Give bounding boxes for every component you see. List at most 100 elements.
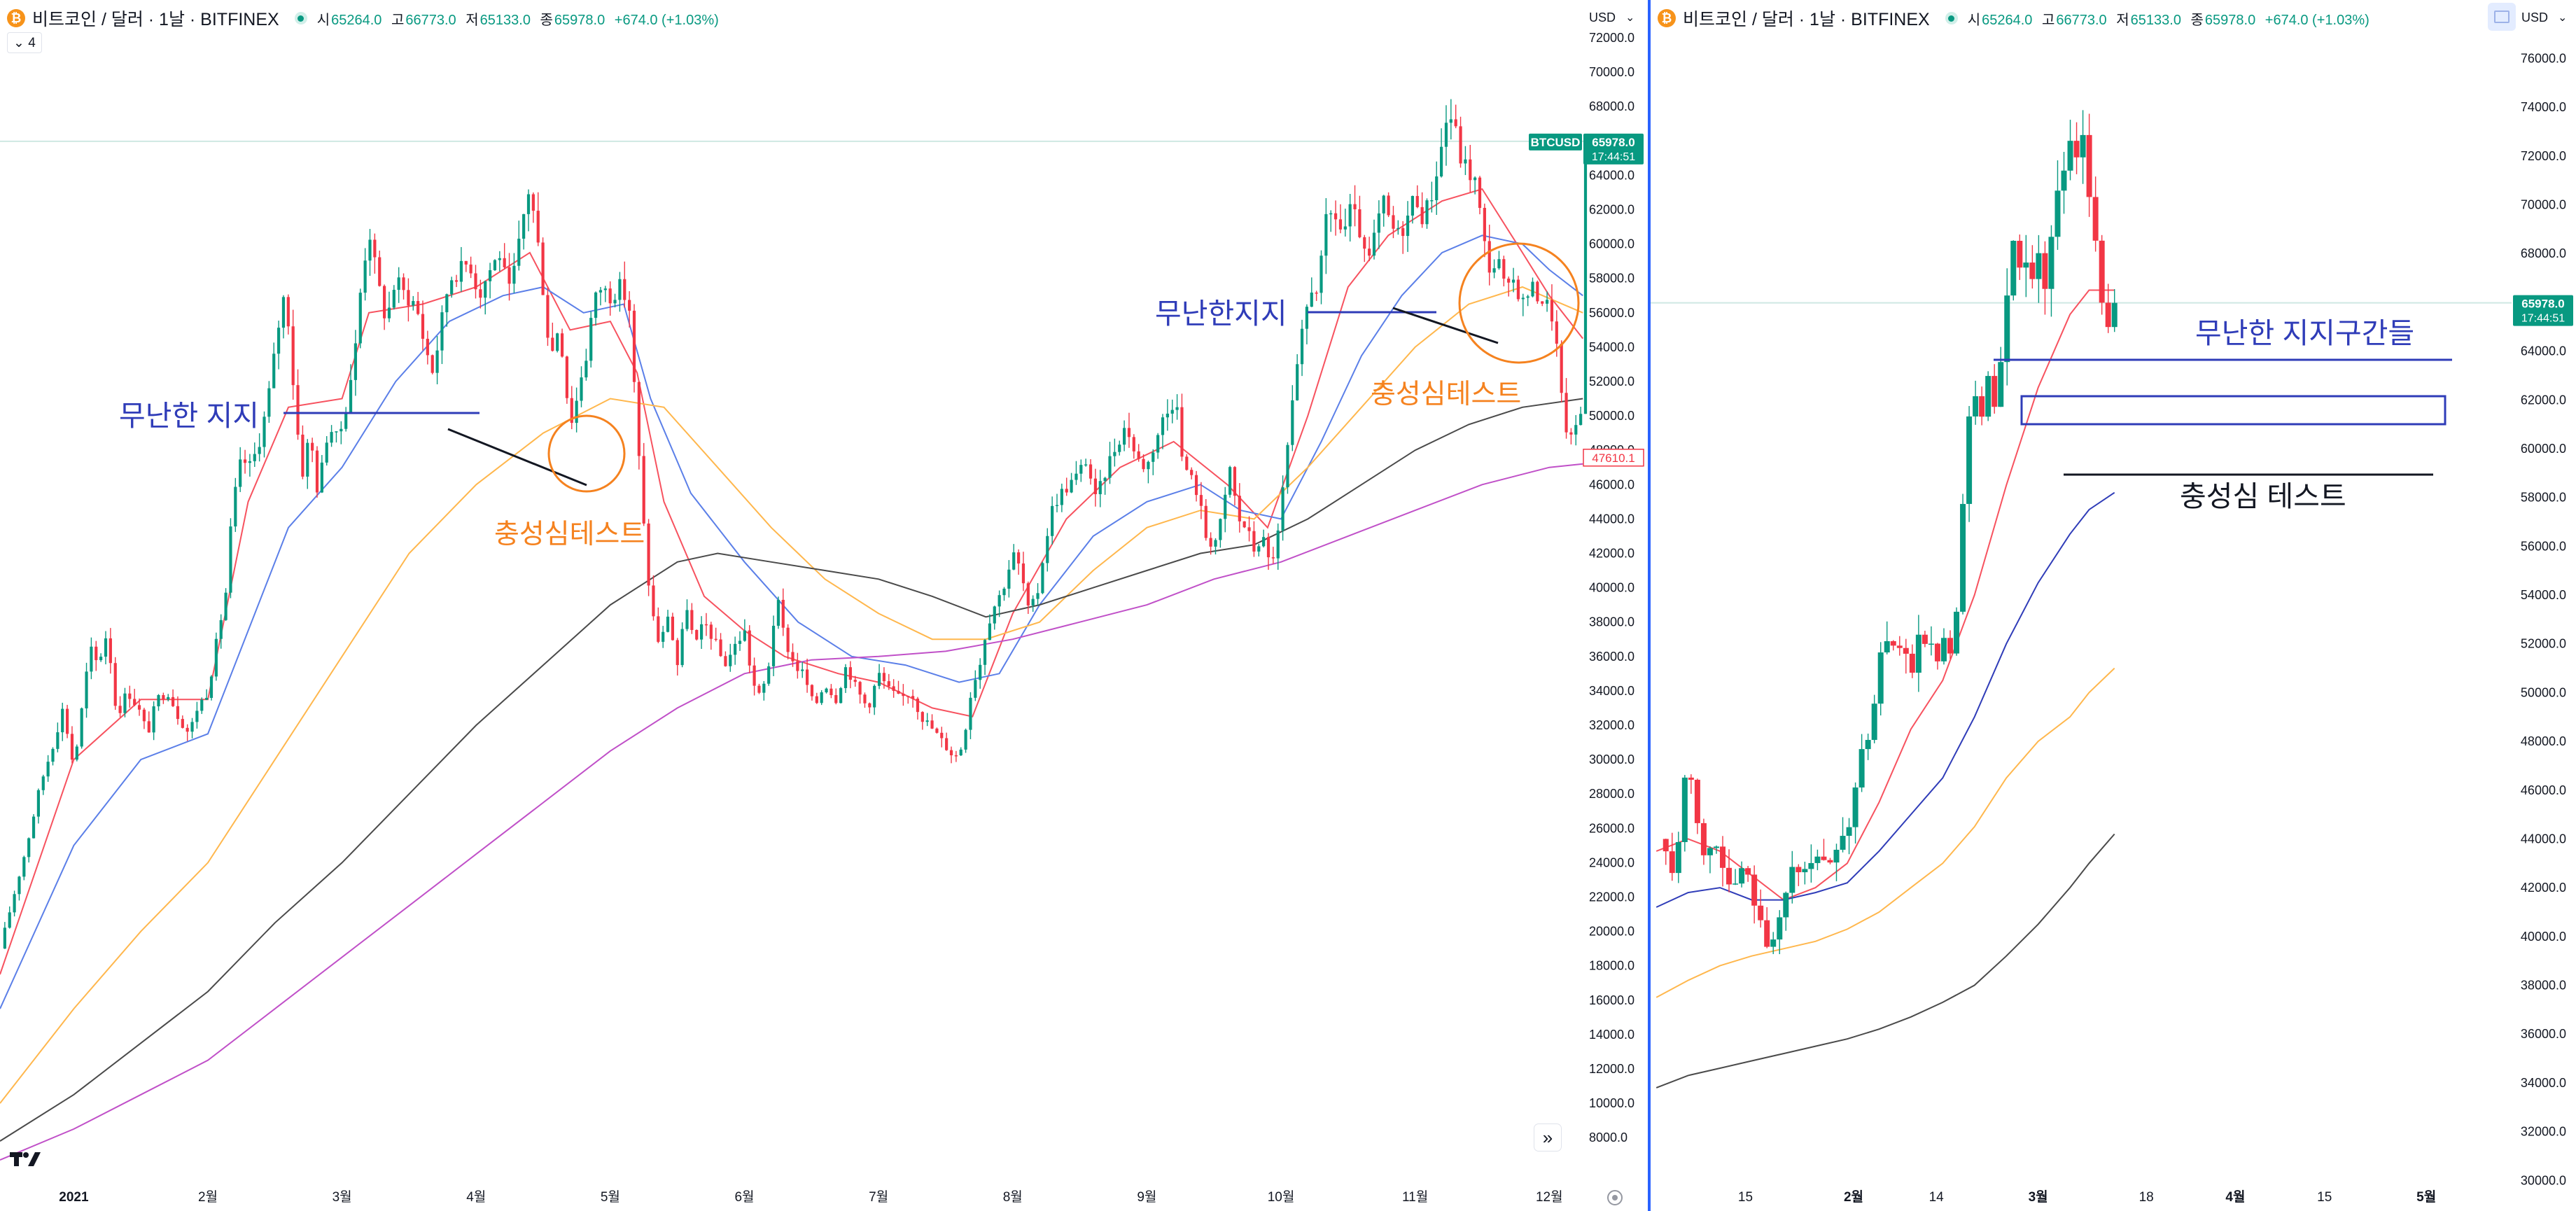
- candle-down: [1488, 241, 1491, 273]
- moving-average-line: [1656, 289, 2115, 901]
- candle-up: [1783, 892, 1789, 918]
- support-annotation: 무난한 지지: [119, 400, 259, 432]
- currency-selector-right[interactable]: USD ⌄: [2521, 10, 2568, 24]
- x-axis-tick-label: 5월: [601, 1189, 620, 1205]
- candle-down: [551, 337, 554, 351]
- candle-up: [729, 654, 732, 666]
- candle-down: [1764, 920, 1770, 947]
- candle-up: [325, 442, 328, 463]
- candle-down: [1088, 464, 1093, 479]
- chart-pane-right[interactable]: 30000.0 32000.0 34000.0 36000.0 38000.0 40000…: [1651, 0, 2576, 1211]
- y-axis-tick-label: 72000.0: [1589, 31, 1634, 45]
- candle-down: [1209, 538, 1212, 547]
- candle-down: [1726, 867, 1732, 885]
- candle-up: [584, 360, 588, 378]
- y-axis-tick-label: 38000.0: [1589, 615, 1634, 629]
- chevron-down-icon: ⌄: [2558, 12, 2568, 24]
- candle-down: [1947, 638, 1954, 654]
- indicators-toggle[interactable]: ⌄ 4: [7, 32, 42, 53]
- moving-average-line: [1656, 667, 2115, 998]
- trend-line: [1392, 307, 1499, 344]
- candle-up: [205, 697, 209, 700]
- candle-up: [974, 680, 977, 698]
- candle-down: [1415, 195, 1419, 207]
- candle-up: [1170, 410, 1174, 414]
- candle-up: [1928, 643, 1934, 645]
- candle-up: [1103, 477, 1107, 482]
- candle-up: [1435, 176, 1438, 201]
- candle-up: [459, 260, 463, 282]
- candle-up: [2048, 237, 2054, 289]
- currency-selector-left[interactable]: USD ⌄: [1589, 10, 1635, 24]
- moving-average-line: [0, 286, 1583, 1104]
- candle-up: [666, 616, 670, 632]
- layout-toggle-button[interactable]: [2488, 3, 2516, 31]
- candle-up: [1583, 141, 1588, 414]
- candle-up: [214, 638, 218, 677]
- candle-up: [1300, 328, 1304, 365]
- symbol-title[interactable]: 비트코인 / 달러 · 1날 · BITFINEX: [1683, 10, 1930, 29]
- y-axis-tick-label: 36000.0: [2521, 1027, 2566, 1041]
- bitcoin-icon: ₿: [1658, 9, 1676, 27]
- y-axis-tick-label: 16000.0: [1589, 993, 1634, 1007]
- candle-up: [392, 290, 396, 308]
- candlestick-chart-right[interactable]: 30000.0 32000.0 34000.0 36000.0 38000.0 40000…: [1651, 0, 2576, 1211]
- scroll-to-realtime-button[interactable]: »: [1534, 1124, 1561, 1151]
- candle-down: [916, 699, 920, 713]
- candle-up: [344, 412, 348, 429]
- x-axis-tick-label: 4월: [466, 1189, 486, 1205]
- candle-up: [387, 307, 391, 318]
- candle-up: [276, 328, 281, 354]
- candle-down: [142, 709, 146, 722]
- candle-down: [1315, 292, 1318, 294]
- candle-up: [248, 461, 252, 463]
- candle-down: [171, 696, 175, 706]
- candle-down: [892, 686, 895, 691]
- candle-up: [1214, 540, 1217, 547]
- symbol-title[interactable]: 비트코인 / 달러 · 1날 · BITFINEX: [32, 10, 279, 29]
- chart-pane-left[interactable]: 8000.0 10000.0 12000.0 14000.0 16000.0 18000.…: [0, 0, 1648, 1211]
- candle-up: [964, 729, 967, 750]
- candle-down: [378, 257, 382, 286]
- candle-down: [1204, 505, 1208, 538]
- market-status-icon: [1945, 12, 1958, 24]
- candle-up: [1286, 444, 1289, 488]
- market-status-icon: [294, 12, 307, 24]
- candle-down: [546, 295, 550, 338]
- candle-down: [657, 616, 660, 642]
- candle-down: [416, 301, 420, 314]
- candle-up: [1310, 292, 1313, 307]
- candle-up: [349, 379, 353, 413]
- candle-up: [603, 288, 607, 290]
- candle-down: [1669, 851, 1675, 874]
- candle-up: [1305, 307, 1309, 329]
- candlestick-chart-left[interactable]: 8000.0 10000.0 12000.0 14000.0 16000.0 18000.…: [0, 0, 1648, 1211]
- tradingview-logo-icon[interactable]: [8, 1148, 43, 1172]
- candle-up: [3, 927, 6, 949]
- candle-up: [680, 629, 684, 666]
- candle-down: [676, 640, 679, 666]
- candle-down: [1507, 279, 1511, 283]
- candle-down: [632, 310, 636, 382]
- candle-down: [108, 638, 112, 664]
- moving-average-line: [0, 463, 1583, 1161]
- candle-down: [1478, 177, 1482, 208]
- candle-down: [1827, 860, 1833, 863]
- gear-icon[interactable]: [1607, 1190, 1623, 1205]
- pane-divider[interactable]: [1648, 0, 1651, 1211]
- candle-down: [1194, 475, 1198, 496]
- candle-up: [1444, 122, 1448, 147]
- candle-down: [1550, 300, 1554, 322]
- candle-down: [181, 719, 184, 728]
- y-axis-tick-label: 44000.0: [1589, 512, 1634, 526]
- y-axis-tick-label: 72000.0: [2521, 149, 2566, 163]
- candle-down: [830, 688, 833, 696]
- candle-up: [1998, 362, 2004, 407]
- candle-up: [1449, 119, 1452, 123]
- candle-down: [570, 398, 573, 424]
- x-axis-tick-label: 14: [1929, 1190, 1945, 1205]
- candle-down: [560, 333, 564, 357]
- candle-up: [1973, 396, 1979, 416]
- y-axis-tick-label: 54000.0: [1589, 340, 1634, 354]
